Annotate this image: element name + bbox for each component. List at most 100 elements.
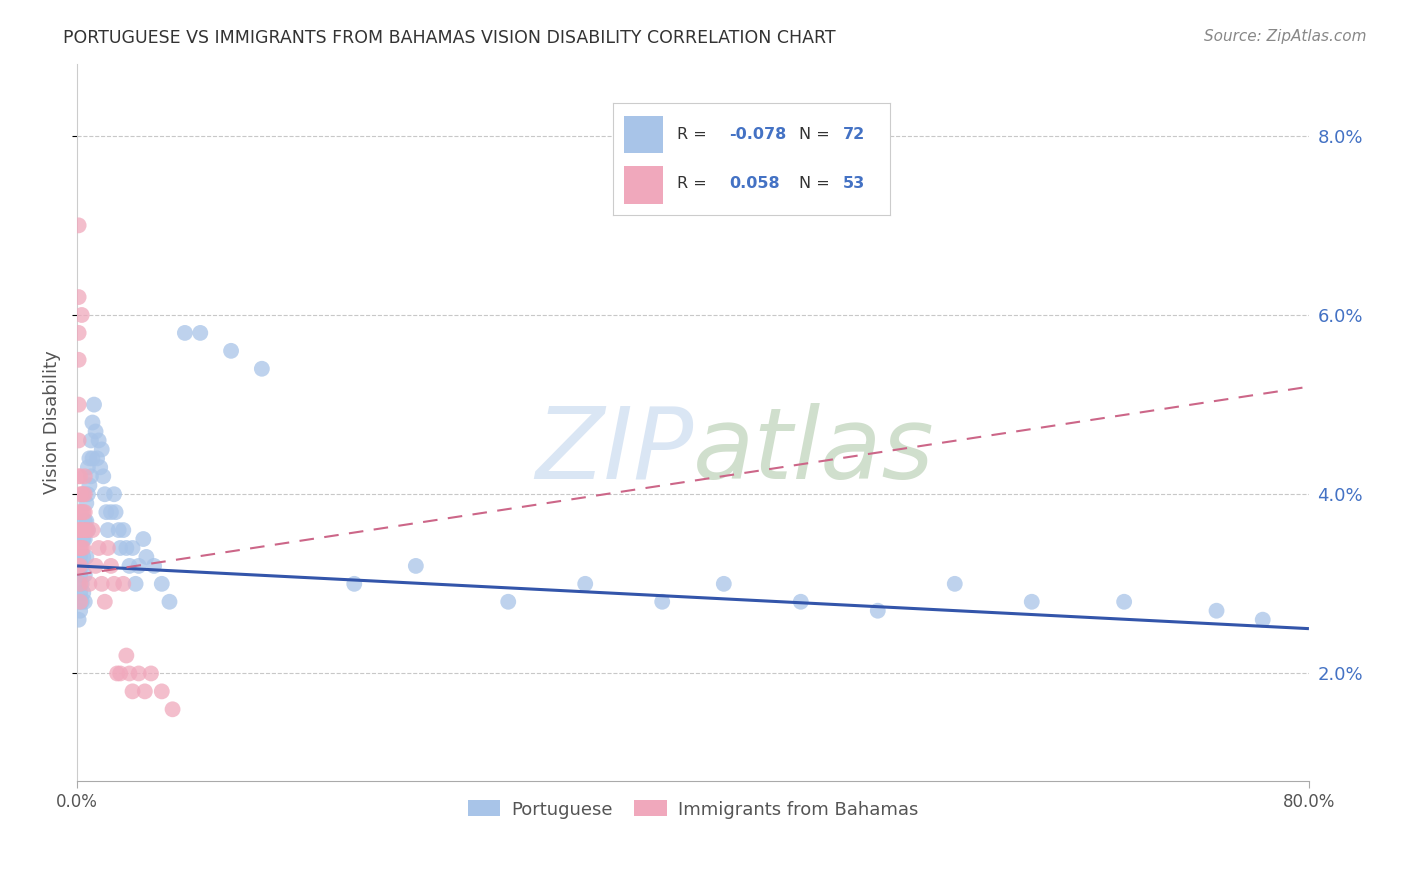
Point <box>82 523 104 537</box>
Point <box>79 577 101 591</box>
Point <box>90 442 112 457</box>
Point <box>69 586 91 600</box>
Point <box>91 469 114 483</box>
Point <box>73 505 96 519</box>
Point <box>150 684 173 698</box>
Point <box>76 523 98 537</box>
Point <box>69 577 91 591</box>
Point <box>70 558 93 573</box>
Point <box>67 613 90 627</box>
Point <box>67 523 90 537</box>
Point <box>90 577 112 591</box>
Point <box>713 577 735 591</box>
Point <box>112 523 135 537</box>
Point <box>67 352 90 367</box>
Point <box>70 308 93 322</box>
Point <box>70 505 93 519</box>
Point <box>107 523 129 537</box>
Point <box>943 577 966 591</box>
Point <box>75 514 97 528</box>
Point <box>121 541 143 555</box>
Point <box>118 558 141 573</box>
Y-axis label: Vision Disability: Vision Disability <box>44 351 60 494</box>
Point <box>73 514 96 528</box>
Point <box>100 558 122 573</box>
Point <box>73 532 96 546</box>
Point <box>83 398 105 412</box>
Point <box>108 541 131 555</box>
Point <box>115 648 138 663</box>
Text: Source: ZipAtlas.com: Source: ZipAtlas.com <box>1204 29 1367 45</box>
Point <box>84 558 107 573</box>
Point <box>1114 595 1136 609</box>
Point <box>108 666 131 681</box>
Point <box>79 478 101 492</box>
Point <box>150 577 173 591</box>
Point <box>1251 613 1274 627</box>
Point <box>70 523 93 537</box>
Point <box>67 219 90 233</box>
Point <box>128 666 150 681</box>
Point <box>1205 604 1227 618</box>
Point <box>72 549 94 564</box>
Point <box>94 487 117 501</box>
Point <box>80 434 103 448</box>
Point <box>118 666 141 681</box>
Point <box>132 532 155 546</box>
Point <box>69 595 91 609</box>
Point <box>96 505 118 519</box>
Point <box>69 604 91 618</box>
Point <box>103 577 125 591</box>
Point <box>76 487 98 501</box>
Point <box>97 541 120 555</box>
Point <box>82 416 104 430</box>
Point <box>69 558 91 573</box>
Point <box>1021 595 1043 609</box>
Point <box>139 666 162 681</box>
Point <box>67 398 90 412</box>
Point <box>69 541 91 555</box>
Point <box>103 487 125 501</box>
Point <box>67 326 90 340</box>
Point <box>72 532 94 546</box>
Point <box>69 505 91 519</box>
Point <box>67 505 90 519</box>
Point <box>87 434 110 448</box>
Point <box>75 549 97 564</box>
Point <box>72 487 94 501</box>
Point <box>343 577 366 591</box>
Point <box>651 595 673 609</box>
Text: PORTUGUESE VS IMMIGRANTS FROM BAHAMAS VISION DISABILITY CORRELATION CHART: PORTUGUESE VS IMMIGRANTS FROM BAHAMAS VI… <box>63 29 837 47</box>
Point <box>162 702 184 716</box>
Point <box>70 541 93 555</box>
Point <box>87 541 110 555</box>
Point <box>73 469 96 483</box>
Point <box>70 487 93 501</box>
Point <box>250 361 273 376</box>
Legend: Portuguese, Immigrants from Bahamas: Portuguese, Immigrants from Bahamas <box>461 793 925 826</box>
Point <box>72 586 94 600</box>
Point <box>82 451 104 466</box>
Point <box>405 558 427 573</box>
Point <box>69 469 91 483</box>
Point <box>104 505 127 519</box>
Point <box>219 343 242 358</box>
Point <box>79 451 101 466</box>
Point <box>72 541 94 555</box>
Point <box>69 549 91 564</box>
Point <box>69 487 91 501</box>
Text: ZIP: ZIP <box>534 402 693 500</box>
Point <box>124 577 146 591</box>
Point <box>121 684 143 698</box>
Point <box>89 460 111 475</box>
Point <box>70 595 93 609</box>
Point <box>73 595 96 609</box>
Point <box>135 549 157 564</box>
Point <box>97 523 120 537</box>
Point <box>75 523 97 537</box>
Point <box>173 326 195 340</box>
Point <box>69 567 91 582</box>
Point <box>115 541 138 555</box>
Point <box>73 487 96 501</box>
Point <box>67 434 90 448</box>
